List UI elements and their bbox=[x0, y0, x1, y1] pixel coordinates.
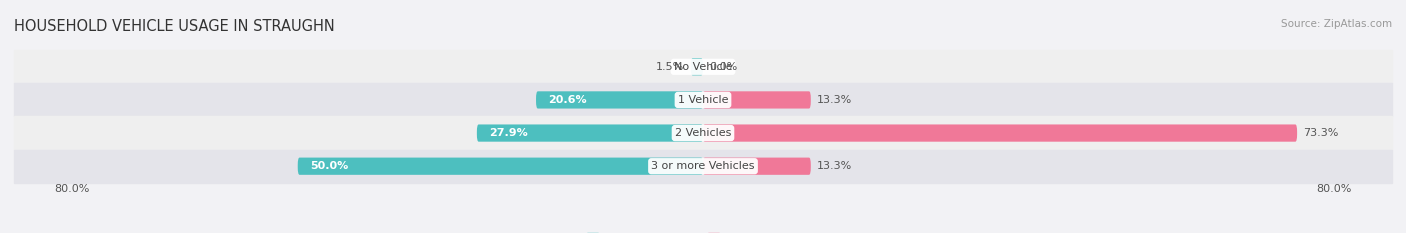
FancyBboxPatch shape bbox=[536, 91, 703, 109]
FancyBboxPatch shape bbox=[703, 124, 1298, 142]
Text: 50.0%: 50.0% bbox=[309, 161, 349, 171]
Bar bbox=[14, 116, 1392, 150]
Text: 27.9%: 27.9% bbox=[489, 128, 527, 138]
FancyBboxPatch shape bbox=[703, 91, 811, 109]
Text: 20.6%: 20.6% bbox=[548, 95, 586, 105]
Bar bbox=[14, 50, 1392, 83]
Bar bbox=[14, 83, 1392, 116]
Text: 1.5%: 1.5% bbox=[657, 62, 685, 72]
Text: 0.0%: 0.0% bbox=[710, 62, 738, 72]
Bar bbox=[14, 150, 1392, 183]
FancyBboxPatch shape bbox=[690, 58, 703, 75]
FancyBboxPatch shape bbox=[477, 124, 703, 142]
Text: 80.0%: 80.0% bbox=[1316, 184, 1351, 194]
Text: 13.3%: 13.3% bbox=[817, 95, 852, 105]
Text: No Vehicle: No Vehicle bbox=[673, 62, 733, 72]
Text: 3 or more Vehicles: 3 or more Vehicles bbox=[651, 161, 755, 171]
Text: 80.0%: 80.0% bbox=[55, 184, 90, 194]
Text: 73.3%: 73.3% bbox=[1303, 128, 1339, 138]
Text: Source: ZipAtlas.com: Source: ZipAtlas.com bbox=[1281, 19, 1392, 29]
Text: HOUSEHOLD VEHICLE USAGE IN STRAUGHN: HOUSEHOLD VEHICLE USAGE IN STRAUGHN bbox=[14, 19, 335, 34]
FancyBboxPatch shape bbox=[298, 158, 703, 175]
Text: 13.3%: 13.3% bbox=[817, 161, 852, 171]
Text: 1 Vehicle: 1 Vehicle bbox=[678, 95, 728, 105]
Legend: Owner-occupied, Renter-occupied: Owner-occupied, Renter-occupied bbox=[582, 229, 824, 233]
Text: 2 Vehicles: 2 Vehicles bbox=[675, 128, 731, 138]
FancyBboxPatch shape bbox=[703, 158, 811, 175]
